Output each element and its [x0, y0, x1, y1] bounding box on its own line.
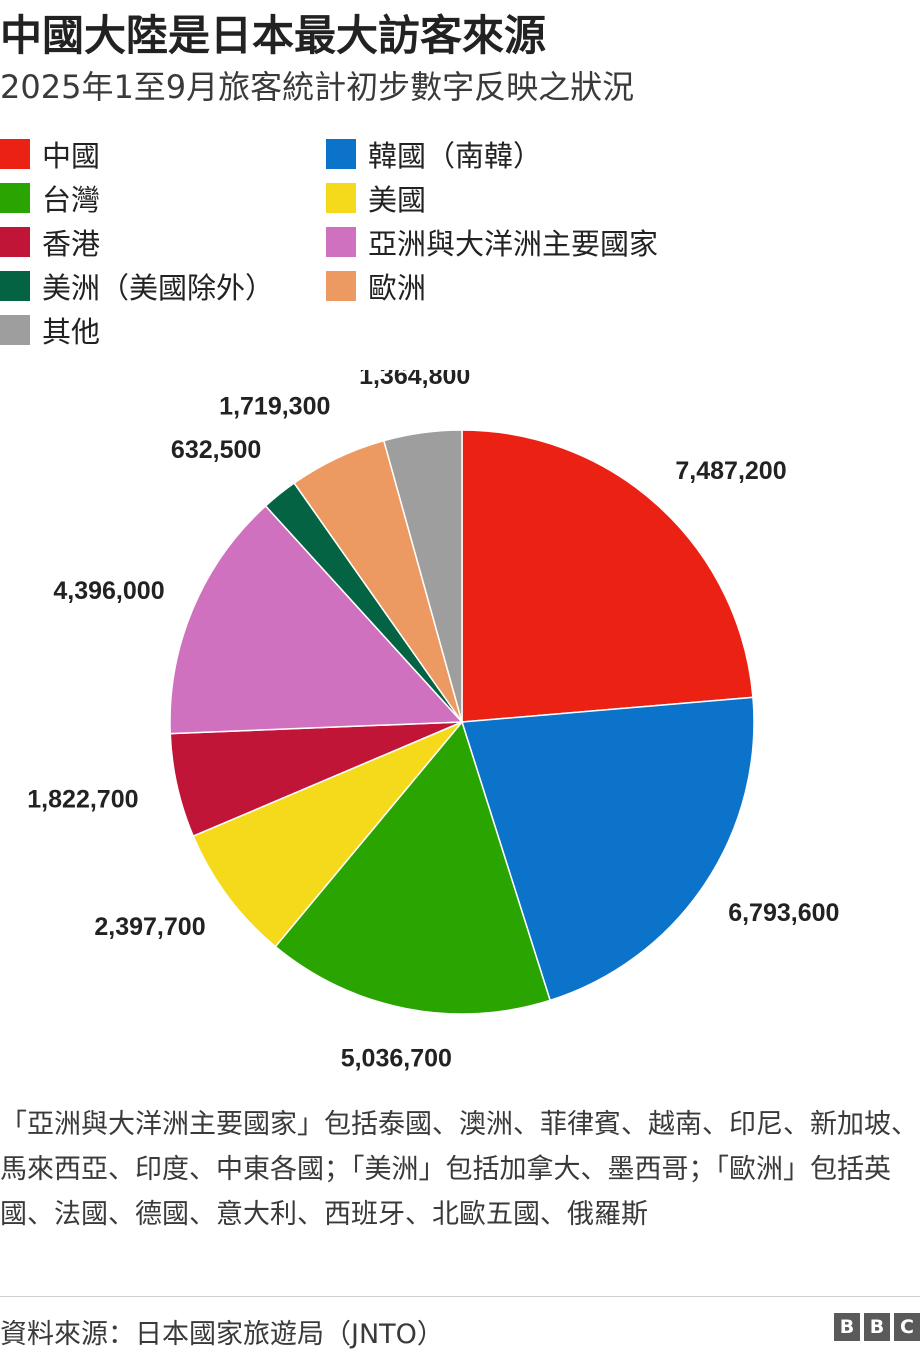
legend: 中國 韓國（南韓） 台灣 美國 香港 亞洲與大洋洲主要國家 美洲（美國除外） 歐…: [0, 136, 920, 356]
legend-swatch: [0, 271, 30, 301]
data-label: 1,719,300: [219, 393, 330, 421]
legend-swatch: [0, 315, 30, 345]
legend-swatch: [0, 227, 30, 257]
footnote: 「亞洲與大洋洲主要國家」包括泰國、澳洲、菲律賓、越南、印尼、新加坡、馬來西亞、印…: [0, 1109, 918, 1230]
legend-label: 其他: [42, 315, 101, 349]
data-label: 1,822,700: [27, 786, 138, 814]
pie-slice: [461, 696, 755, 1002]
legend-label: 香港: [42, 227, 101, 261]
legend-swatch: [0, 139, 30, 169]
data-label: 1,364,800: [359, 370, 470, 390]
data-label: 632,500: [171, 436, 261, 464]
legend-item-taiwan: 台灣: [0, 180, 101, 217]
pie-slice: [169, 504, 464, 735]
legend-label: 美洲（美國除外）: [42, 271, 275, 305]
legend-item-hongkong: 香港: [0, 224, 101, 261]
legend-label: 台灣: [42, 183, 101, 217]
bbc-logo-letter: B: [834, 1313, 860, 1341]
legend-item-asia-oceania: 亞洲與大洋洲主要國家: [326, 224, 659, 261]
bbc-logo-letter: C: [894, 1313, 920, 1341]
legend-item-europe: 歐洲: [326, 268, 427, 305]
chart-title: 中國大陸是日本最大訪客來源: [0, 11, 547, 60]
chart-subtitle: 2025年1至9月旅客統計初步數字反映之狀況: [0, 68, 635, 106]
bbc-logo-letter: B: [864, 1313, 890, 1341]
legend-swatch: [326, 227, 356, 257]
data-label: 2,397,700: [94, 913, 205, 941]
legend-label: 歐洲: [368, 271, 427, 305]
pie-slice: [274, 720, 552, 1015]
legend-swatch: [326, 139, 356, 169]
legend-swatch: [326, 271, 356, 301]
legend-label: 韓國（南韓）: [368, 139, 543, 173]
legend-item-korea: 韓國（南韓）: [326, 136, 543, 173]
pie-slice: [461, 429, 754, 723]
pie-slice: [192, 721, 463, 948]
data-label: 4,396,000: [53, 577, 164, 605]
pie-chart: 7,487,200 6,793,600 5,036,700 2,397,700 1,82…: [27, 370, 839, 1073]
data-label: 7,487,200: [675, 457, 786, 485]
legend-label: 美國: [368, 183, 427, 217]
legend-swatch: [326, 183, 356, 213]
source-text: 資料來源：日本國家旅遊局（JNTO）: [0, 1319, 444, 1350]
legend-label: 亞洲與大洋洲主要國家: [368, 227, 659, 261]
legend-label: 中國: [42, 139, 101, 173]
legend-item-usa: 美國: [326, 180, 427, 217]
footer-divider: [0, 1296, 920, 1297]
legend-item-other: 其他: [0, 312, 101, 349]
bbc-logo: B B C: [834, 1313, 920, 1341]
legend-swatch: [0, 183, 30, 213]
data-label: 5,036,700: [341, 1045, 452, 1073]
pie-slice: [382, 429, 463, 723]
legend-item-china: 中國: [0, 136, 101, 173]
legend-item-americas: 美洲（美國除外）: [0, 268, 275, 305]
data-label: 6,793,600: [728, 899, 839, 927]
